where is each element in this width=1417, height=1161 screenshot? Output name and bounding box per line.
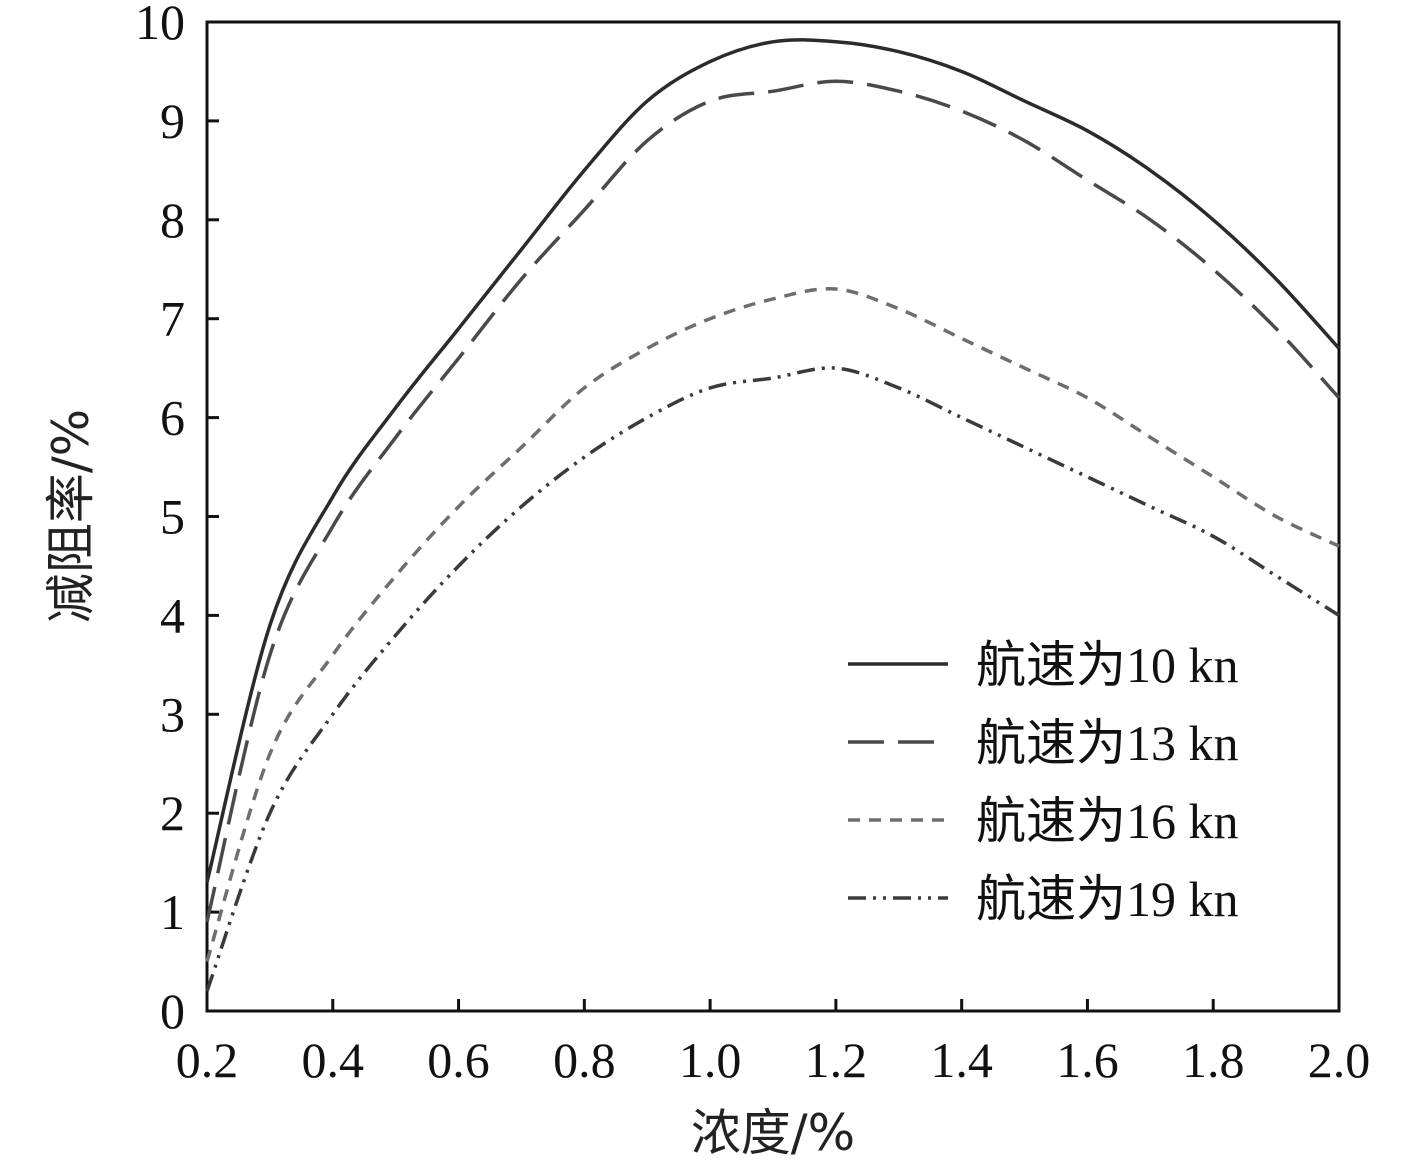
series-line-3 [205,287,1340,963]
y-axis-title: 减阻率/% [42,409,100,623]
x-tick-label: 1.4 [930,1032,993,1088]
y-tick-label: 10 [135,0,185,50]
y-tick-label: 8 [160,192,185,248]
legend-label-3: 航速为16 kn [976,793,1239,849]
x-tick-label: 0.6 [427,1032,490,1088]
x-axis-title: 浓度/% [691,1104,855,1161]
series-line-4 [205,366,1340,992]
y-tick-label: 7 [160,291,185,347]
legend-label-2: 航速为13 kn [976,715,1239,771]
y-tick-label: 9 [160,93,185,149]
legend: 航速为10 kn 航速为13 kn 航速为16 kn 航速为19 kn [848,637,1239,927]
x-tick-label: 1.8 [1182,1032,1245,1088]
y-tick-label: 2 [160,785,185,841]
y-tick-label: 4 [160,587,185,643]
x-tick-label: 1.0 [679,1032,742,1088]
y-tick-label: 5 [160,489,185,545]
plot-frame [205,20,1341,1013]
x-tick-label: 0.8 [553,1032,616,1088]
y-tick-label: 6 [160,390,185,446]
y-tick-label: 0 [160,983,185,1039]
y-tick-label: 3 [160,686,185,742]
x-tick-label: 0.2 [176,1032,239,1088]
series-line-2 [205,79,1341,923]
legend-label-1: 航速为10 kn [976,637,1239,693]
y-axis-ticks: 0 1 2 3 4 5 6 7 8 9 10 [135,0,219,1039]
x-tick-label: 1.6 [1056,1032,1119,1088]
legend-label-4: 航速为19 kn [976,871,1239,927]
x-tick-label: 1.2 [805,1032,868,1088]
x-axis-ticks: 0.2 0.4 0.6 0.8 1.0 1.2 1.4 1.6 1.8 2.0 [176,999,1371,1088]
x-tick-label: 0.4 [302,1032,365,1088]
x-tick-label: 2.0 [1308,1032,1371,1088]
series-lines [205,38,1341,992]
series-line-1 [205,38,1341,883]
y-tick-label: 1 [160,884,185,940]
